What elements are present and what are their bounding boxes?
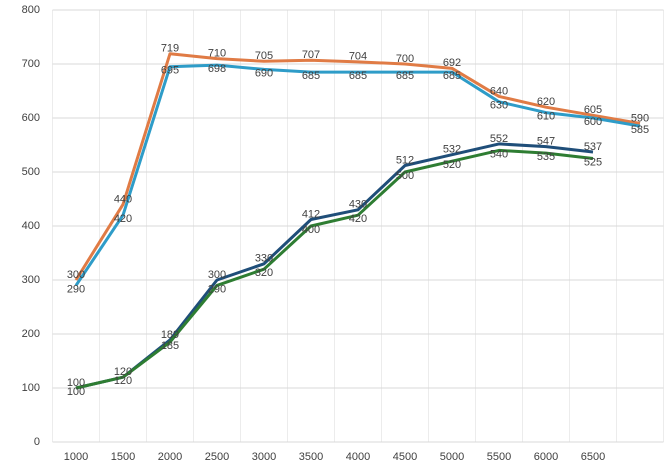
data-label: 685 — [443, 70, 461, 82]
data-label: 440 — [114, 193, 132, 205]
x-tick-label: 1000 — [64, 451, 88, 463]
data-label: 685 — [349, 70, 367, 82]
data-label: 719 — [161, 43, 179, 55]
x-tick-label: 2000 — [158, 451, 182, 463]
data-label: 590 — [631, 112, 649, 124]
series-line — [74, 52, 641, 281]
data-label: 547 — [537, 136, 555, 148]
data-label: 120 — [114, 375, 132, 387]
data-label: 690 — [255, 67, 273, 79]
series-line — [74, 63, 641, 287]
data-label: 189 — [161, 329, 179, 341]
y-tick-label: 700 — [22, 58, 40, 70]
data-label: 532 — [443, 144, 461, 156]
data-label: 537 — [584, 141, 602, 153]
y-tick-label: 800 — [22, 4, 40, 16]
data-label: 100 — [67, 377, 85, 389]
data-label: 600 — [584, 116, 602, 128]
data-label: 420 — [114, 213, 132, 225]
data-label: 540 — [490, 148, 508, 160]
data-label: 320 — [255, 267, 273, 279]
x-tick-label: 5500 — [487, 451, 511, 463]
data-label: 512 — [396, 154, 414, 166]
y-tick-label: 200 — [22, 328, 40, 340]
data-label: 535 — [537, 151, 555, 163]
data-label: 700 — [396, 53, 414, 65]
x-tick-label: 1500 — [111, 451, 135, 463]
data-label: 585 — [631, 124, 649, 136]
data-label: 500 — [396, 170, 414, 182]
x-tick-label: 3000 — [252, 451, 276, 463]
data-label: 330 — [255, 253, 273, 265]
data-label: 705 — [255, 50, 273, 62]
data-label: 412 — [302, 208, 320, 220]
data-label: 692 — [443, 57, 461, 69]
y-tick-label: 600 — [22, 112, 40, 124]
data-label: 290 — [67, 283, 85, 295]
y-tick-label: 400 — [22, 220, 40, 232]
x-tick-label: 5000 — [440, 451, 464, 463]
x-tick-label: 3500 — [299, 451, 323, 463]
data-label: 620 — [537, 96, 555, 108]
data-label: 710 — [208, 48, 226, 60]
data-label: 290 — [208, 283, 226, 295]
series-line — [75, 148, 594, 390]
x-tick-label: 6500 — [581, 451, 605, 463]
data-label: 420 — [349, 213, 367, 225]
data-label: 695 — [161, 65, 179, 77]
y-tick-label: 500 — [22, 166, 40, 178]
data-label: 185 — [161, 340, 179, 352]
data-label: 400 — [302, 224, 320, 236]
data-label: 640 — [490, 85, 508, 97]
data-label: 300 — [208, 269, 226, 281]
y-tick-label: 0 — [34, 436, 40, 448]
data-label: 698 — [208, 63, 226, 75]
data-label: 430 — [349, 199, 367, 211]
data-label: 685 — [302, 70, 320, 82]
x-tick-label: 4500 — [393, 451, 417, 463]
x-tick-label: 4000 — [346, 451, 370, 463]
y-tick-label: 100 — [22, 382, 40, 394]
data-label: 120 — [114, 366, 132, 378]
x-tick-label: 6000 — [534, 451, 558, 463]
data-label: 704 — [349, 51, 367, 63]
data-label: 300 — [67, 269, 85, 281]
data-label: 100 — [67, 386, 85, 398]
data-label: 520 — [443, 159, 461, 171]
data-label: 707 — [302, 49, 320, 61]
data-label: 630 — [490, 100, 508, 112]
data-label: 525 — [584, 156, 602, 168]
data-label: 552 — [490, 133, 508, 145]
x-tick-label: 2500 — [205, 451, 229, 463]
data-label: 685 — [396, 70, 414, 82]
data-label: 605 — [584, 104, 602, 116]
y-tick-label: 300 — [22, 274, 40, 286]
data-label: 610 — [537, 111, 555, 123]
